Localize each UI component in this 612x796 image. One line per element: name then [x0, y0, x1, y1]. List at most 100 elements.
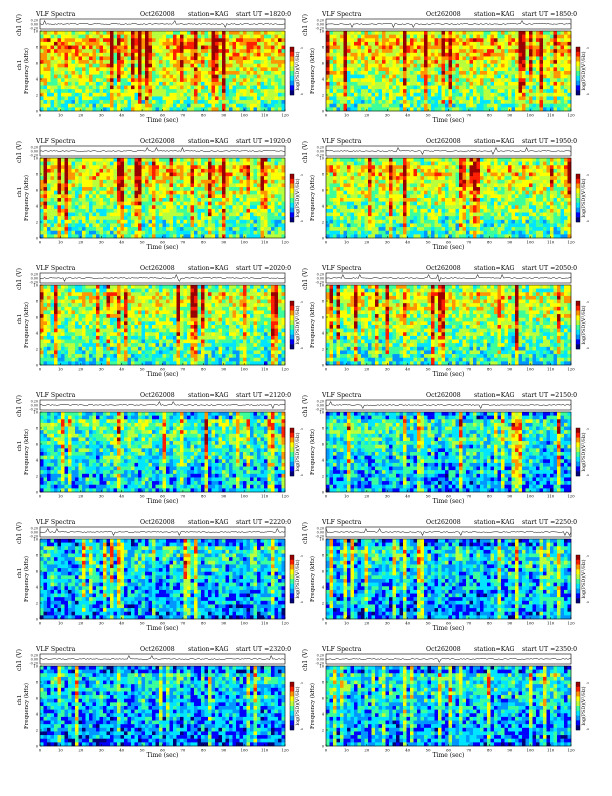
- spectrogram-cell: [100, 220, 104, 224]
- spectrogram-cell: [170, 49, 174, 53]
- spectrogram-cell: [135, 96, 139, 100]
- spectrogram-cell: [400, 82, 404, 86]
- spectrogram-cell: [333, 64, 337, 68]
- spectrogram-cell: [100, 187, 104, 191]
- spectrogram-cell: [250, 89, 254, 93]
- spectrogram-cell: [247, 209, 251, 213]
- spectrogram-cell: [229, 191, 233, 195]
- spectrogram-cell: [410, 31, 414, 35]
- spectrogram-cell: [163, 82, 167, 86]
- spectrogram-cell: [138, 75, 142, 79]
- spectrogram-cell: [466, 49, 470, 53]
- spectrogram-cell: [393, 53, 397, 57]
- spectrogram-cell: [65, 173, 69, 177]
- spectrogram-cell: [473, 67, 477, 71]
- spectrogram-cell: [526, 60, 530, 64]
- spectrogram-cell: [229, 176, 233, 180]
- spectrogram-cell: [543, 107, 547, 111]
- spectrogram-cell: [236, 89, 240, 93]
- spectrogram-cell: [515, 100, 519, 104]
- spectrogram-cell: [44, 213, 48, 217]
- spectrogram-cell: [75, 187, 79, 191]
- spectrogram-cell: [421, 49, 425, 53]
- spectrogram-cell: [131, 202, 135, 206]
- spectrogram-cell: [145, 162, 149, 166]
- x-tick-label: 30: [385, 113, 390, 118]
- spectrogram-cell: [247, 158, 251, 162]
- spectrogram-cell: [400, 93, 404, 97]
- spectrogram-cell: [65, 64, 69, 68]
- spectrogram-cell: [79, 31, 83, 35]
- spectrogram-cell: [261, 82, 265, 86]
- spectrogram-cell: [110, 220, 114, 224]
- spectrogram-cell: [333, 191, 337, 195]
- spectrogram-cell: [79, 216, 83, 220]
- spectrogram-cell: [114, 173, 118, 177]
- spectrogram-cell: [278, 234, 282, 238]
- spectrogram-cell: [529, 67, 533, 71]
- spectrogram-cell: [379, 56, 383, 60]
- spectrogram-cell: [330, 35, 334, 39]
- spectrogram-cell: [340, 104, 344, 108]
- spectrogram-cell: [170, 191, 174, 195]
- spectrogram-cell: [86, 231, 90, 235]
- spectrogram-cell: [58, 93, 62, 97]
- spectrogram-cell: [100, 31, 104, 35]
- spectrogram-cell: [219, 64, 223, 68]
- spectrogram-cell: [124, 89, 128, 93]
- spectrogram-cell: [498, 93, 502, 97]
- spectrogram-cell: [243, 64, 247, 68]
- spectrogram-cell: [494, 89, 498, 93]
- spectrogram-cell: [515, 38, 519, 42]
- spectrogram-cell: [243, 173, 247, 177]
- spectrogram-cell: [51, 191, 55, 195]
- spectrogram-cell: [191, 180, 195, 184]
- spectrogram-cell: [128, 64, 132, 68]
- spectrogram-cell: [208, 31, 212, 35]
- spectrogram-cell: [240, 31, 244, 35]
- spectrogram-cell: [124, 35, 128, 39]
- spectrogram-cell: [191, 67, 195, 71]
- spectrogram-cell: [505, 89, 509, 93]
- spectrogram-cell: [198, 205, 202, 209]
- spectrogram-cell: [159, 60, 163, 64]
- spectrogram-cell: [498, 71, 502, 75]
- spectrogram-cell: [142, 194, 146, 198]
- spectrogram-cell: [326, 209, 330, 213]
- spectrogram-cell: [557, 71, 561, 75]
- spectrogram-cell: [508, 75, 512, 79]
- spectrogram-cell: [247, 60, 251, 64]
- spectrogram-cell: [564, 38, 568, 42]
- spectrogram-cell: [229, 227, 233, 231]
- spectrogram-cell: [561, 56, 565, 60]
- spectrogram-cell: [51, 180, 55, 184]
- spectrogram-cell: [163, 78, 167, 82]
- spectrogram-cell: [187, 49, 191, 53]
- spectrogram-cell: [54, 100, 58, 104]
- spectrogram-cell: [233, 56, 237, 60]
- spectrogram-cell: [389, 100, 393, 104]
- spectrogram-cell: [149, 191, 153, 195]
- spectrogram-cell: [65, 176, 69, 180]
- spectrogram-cell: [512, 107, 516, 111]
- spectrogram-cell: [79, 231, 83, 235]
- spectrogram-cell: [152, 176, 156, 180]
- spectrogram-cell: [271, 191, 275, 195]
- spectrogram-cell: [254, 82, 258, 86]
- spectrogram-cell: [393, 86, 397, 90]
- spectrogram-cell: [508, 60, 512, 64]
- spectrogram-cell: [512, 53, 516, 57]
- spectrogram-cell: [212, 89, 216, 93]
- colorbar-segment: [576, 52, 580, 57]
- spectrogram-cell: [149, 227, 153, 231]
- spectrogram-cell: [250, 104, 254, 108]
- spectrogram-cell: [191, 194, 195, 198]
- spectrogram-cell: [487, 64, 491, 68]
- spectrogram-cell: [361, 100, 365, 104]
- spectrogram-cell: [275, 89, 279, 93]
- spectrogram-cell: [226, 165, 230, 169]
- spectrogram-cell: [264, 187, 268, 191]
- spectrogram-cell: [526, 78, 530, 82]
- spectrogram-cell: [149, 169, 153, 173]
- spectrogram-cell: [407, 56, 411, 60]
